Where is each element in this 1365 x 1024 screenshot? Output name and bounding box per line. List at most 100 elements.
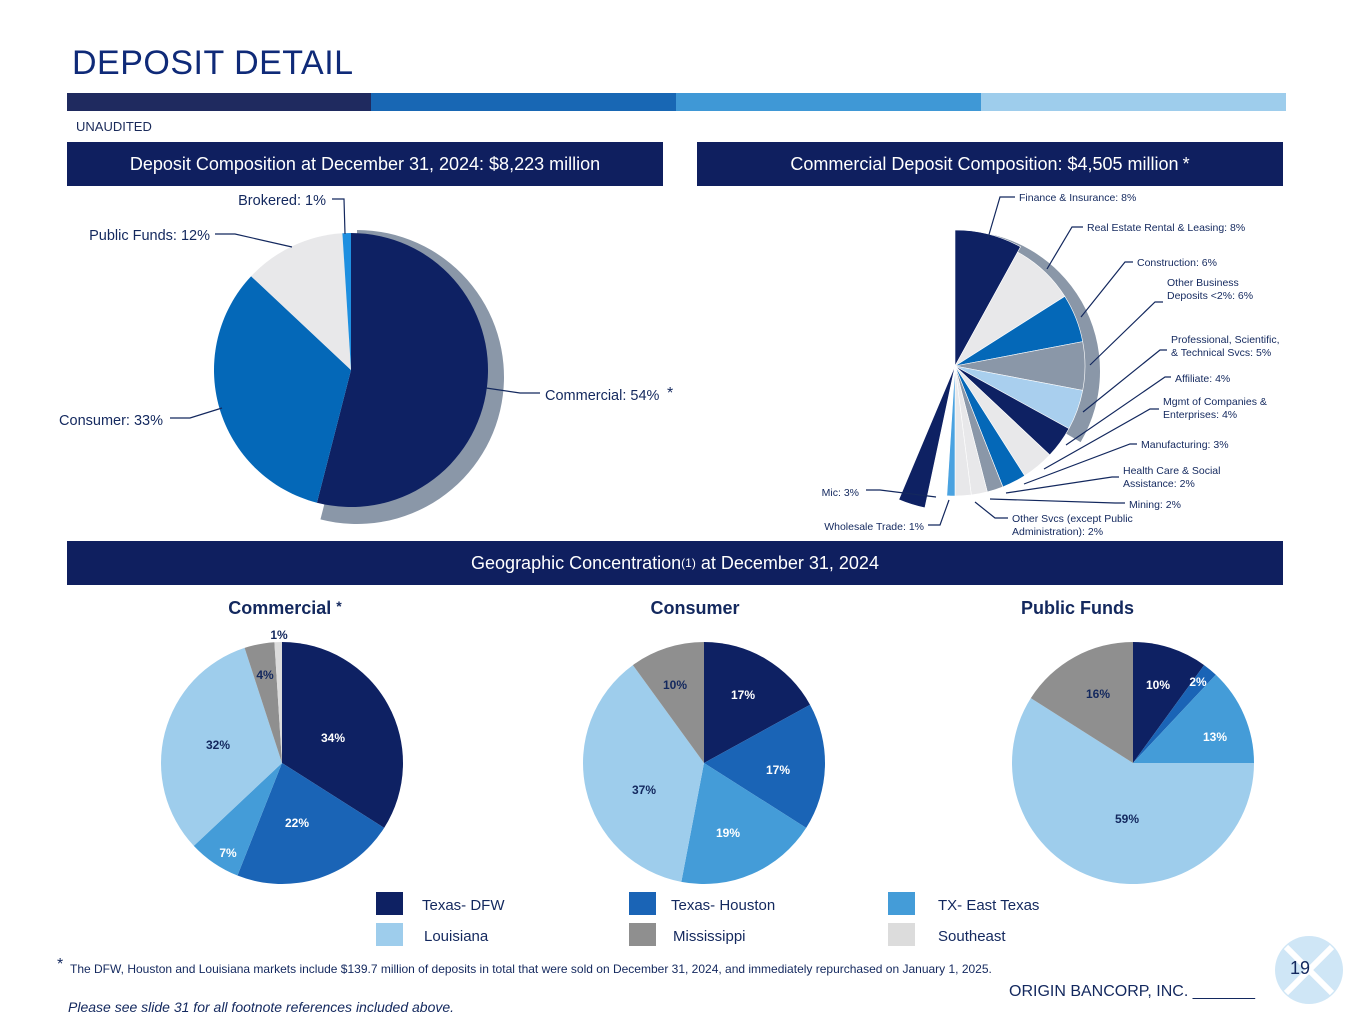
- page-title: DEPOSIT DETAIL: [72, 44, 354, 82]
- fan-label-other-svcs-except-public-administration-2: Other Svcs (except Public Administration)…: [1012, 513, 1133, 538]
- geo_commercial-slice-southeast: [274, 642, 282, 763]
- fan-leader-mgmt-of-companies-enterprises-4: [1043, 408, 1159, 470]
- commercial-star-mark: *: [667, 385, 673, 402]
- legend-swatch-texas-dfw: [376, 892, 403, 915]
- geo_commercial-label-southeast: 1%: [270, 628, 288, 642]
- fan-leader-finance-insurance-8: [987, 196, 1015, 239]
- legend-label-tx-east-texas: TX- East Texas: [938, 897, 1040, 914]
- footnote-star: *: [57, 956, 64, 973]
- fan-leader-other-svcs-except-public-administration-2: [974, 501, 1008, 519]
- geo_commercial-slice-texas-dfw: [282, 642, 403, 828]
- legend-label-texas-dfw: Texas- DFW: [422, 897, 505, 914]
- geo_commercial-label-texas-dfw: 34%: [321, 731, 345, 745]
- fan-slice-wholesale-trade-1: [946, 365, 956, 497]
- geo_public_funds-slice-tx-east-texas: [1133, 674, 1254, 763]
- fan-label-finance-insurance-8: Finance & Insurance: 8%: [1019, 192, 1136, 204]
- legend-swatch-louisiana: [376, 923, 403, 946]
- geo_public_funds-label-tx-east-texas: 13%: [1203, 730, 1227, 744]
- geographic-title-pre: Geographic Concentration: [471, 552, 682, 573]
- fan-leader-affiliate-4: [1065, 376, 1171, 446]
- geographic-footnote-ref: (1): [681, 556, 696, 570]
- geo-commercial-title-star: *: [336, 598, 342, 614]
- fan-leader-mining-2: [989, 498, 1125, 504]
- geo-consumer-title: Consumer: [650, 598, 740, 618]
- geographic-title-post: at December 31, 2024: [695, 552, 879, 573]
- fan-label-other-business-deposits-2-6: Other Business Deposits <2%: 6%: [1167, 277, 1253, 302]
- fan-leader-real-estate-rental-leasing-8: [1046, 226, 1083, 270]
- geo-public-funds-title: Public Funds: [1020, 598, 1134, 618]
- accent-bar-1: [67, 93, 371, 111]
- accent-bar-3: [676, 93, 981, 111]
- deposit-composition-title: Deposit Composition at December 31, 2024…: [129, 153, 601, 174]
- geo_consumer-label-louisiana: 37%: [632, 783, 656, 797]
- commercial-composition-title: Commercial Deposit Composition: $4,505 m…: [790, 153, 1179, 174]
- geo_consumer-label-tx-east-texas: 19%: [716, 826, 740, 840]
- geo_consumer-slice-mississippi: [632, 642, 704, 763]
- geo_commercial-slice-tx-east-texas: [193, 763, 282, 876]
- unaudited-label: UNAUDITED: [76, 119, 152, 134]
- pie-label-brokered-1: Brokered: 1%: [238, 193, 326, 209]
- geo-commercial-title-text: Commercial: [228, 598, 332, 618]
- leader-line-consumer-33: [170, 407, 223, 419]
- fan-label-affiliate-4: Affiliate: 4%: [1175, 373, 1230, 385]
- leader-line-brokered-1: [332, 198, 346, 235]
- fan-leader-construction-6: [1080, 261, 1133, 318]
- leader-line-commercial-54: [485, 387, 540, 394]
- geo_public_funds-label-louisiana: 59%: [1115, 812, 1139, 826]
- fan-label-mic-3: Mic: 3%: [822, 487, 859, 499]
- fan-label-professional-scientific-technical-svcs-5: Professional, Scientific, & Technical Svc…: [1171, 334, 1280, 359]
- geo_public_funds-label-texas-dfw: 10%: [1146, 678, 1170, 692]
- geo_public_funds-slice-texas-houston: [1133, 665, 1216, 763]
- legend-swatch-southeast: [888, 923, 915, 946]
- fan-leader-wholesale-trade-1: [928, 499, 950, 526]
- geo_commercial-label-texas-houston: 22%: [285, 816, 309, 830]
- fan-leader-manufacturing-3: [1023, 443, 1137, 485]
- pie-slice-consumer-33: [214, 276, 351, 503]
- geographic-banner: Geographic Concentration (1) at December …: [67, 541, 1283, 585]
- legend-label-texas-houston: Texas- Houston: [671, 897, 776, 914]
- geo_public_funds-label-texas-houston: 2%: [1189, 675, 1207, 689]
- deposit-composition-banner: Deposit Composition at December 31, 2024…: [67, 142, 663, 186]
- fan-label-mining-2: Mining: 2%: [1129, 499, 1181, 511]
- footnote-reference: Please see slide 31 for all footnote ref…: [68, 999, 455, 1015]
- pie-label-consumer-33: Consumer: 33%: [59, 413, 163, 429]
- commercial-composition-banner: Commercial Deposit Composition: $4,505 m…: [697, 142, 1283, 186]
- geo_consumer-label-texas-dfw: 17%: [731, 688, 755, 702]
- leader-line-public-funds-12: [215, 233, 293, 248]
- geo_consumer-slice-louisiana: [582, 665, 704, 882]
- geo_consumer-label-texas-houston: 17%: [766, 763, 790, 777]
- geo_consumer-slice-texas-houston: [704, 704, 825, 828]
- fan-slice-mic-3: [898, 365, 956, 509]
- geo_consumer-slice-tx-east-texas: [681, 763, 807, 884]
- legend-swatch-texas-houston: [629, 892, 656, 915]
- page-number: 19: [1290, 958, 1311, 978]
- fan-label-manufacturing-3: Manufacturing: 3%: [1141, 439, 1229, 451]
- fan-label-wholesale-trade-1: Wholesale Trade: 1%: [824, 521, 924, 533]
- geo_commercial-slice-texas-houston: [237, 763, 385, 884]
- accent-bar-2: [371, 93, 676, 111]
- geo_consumer-label-mississippi: 10%: [663, 678, 687, 692]
- accent-bar-4: [981, 93, 1286, 111]
- footnote-text: The DFW, Houston and Louisiana markets i…: [70, 962, 992, 976]
- geo_commercial-slice-mississippi: [244, 642, 282, 763]
- pie-label-public-funds-12: Public Funds: 12%: [89, 228, 210, 244]
- geo_public_funds-slice-louisiana: [1012, 698, 1254, 884]
- legend-label-mississippi: Mississippi: [673, 928, 746, 945]
- fan-label-mgmt-of-companies-enterprises-4: Mgmt of Companies & Enterprises: 4%: [1163, 396, 1267, 421]
- geo_public_funds-label-mississippi: 16%: [1086, 687, 1110, 701]
- geo_consumer-slice-texas-dfw: [704, 642, 811, 763]
- pie-slice-commercial-54: [316, 233, 489, 508]
- pie-slice-public-funds-12: [251, 233, 351, 370]
- fan-label-real-estate-rental-leasing-8: Real Estate Rental & Leasing: 8%: [1087, 222, 1245, 234]
- legend-label-southeast: Southeast: [938, 928, 1006, 945]
- legend-swatch-mississippi: [629, 923, 656, 946]
- commercial-composition-star: *: [1182, 153, 1190, 174]
- pie-label-commercial-54: Commercial: 54%: [545, 388, 660, 404]
- fan-label-construction-6: Construction: 6%: [1137, 257, 1217, 269]
- geo_public_funds-slice-texas-dfw: [1133, 642, 1205, 763]
- legend-label-louisiana: Louisiana: [424, 928, 489, 945]
- legend-swatch-tx-east-texas: [888, 892, 915, 915]
- geo_commercial-slice-louisiana: [161, 647, 282, 846]
- fan-leader-health-care-social-assistance-2: [1005, 476, 1119, 494]
